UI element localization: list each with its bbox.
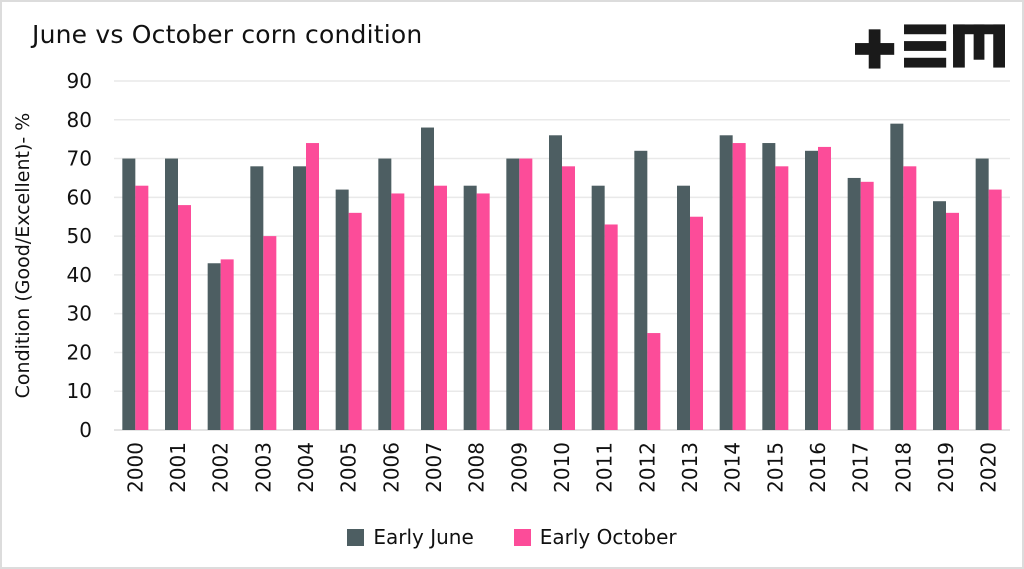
- x-tick-label: 2018: [891, 442, 915, 493]
- bar-early-october-2003: [263, 236, 277, 430]
- bar-early-june-2009: [506, 158, 520, 431]
- bar-early-october-2016: [818, 146, 831, 430]
- x-tick-label: 2007: [422, 442, 446, 493]
- bar-early-october-2020: [988, 189, 1002, 430]
- x-tick-label: 2012: [635, 442, 659, 493]
- bar-early-june-2011: [591, 185, 605, 430]
- bar-early-june-2013: [677, 185, 690, 430]
- bar-early-june-2002: [207, 263, 221, 430]
- y-tick-label: 20: [67, 340, 92, 364]
- bar-early-october-2009: [519, 158, 533, 431]
- bar-early-october-2019: [946, 212, 959, 430]
- bar-early-october-2018: [903, 166, 917, 431]
- x-tick-label: 2003: [251, 442, 275, 493]
- bar-early-october-2000: [135, 185, 149, 430]
- x-tick-label: 2017: [849, 442, 873, 493]
- bar-early-october-2014: [732, 143, 746, 431]
- y-tick-label: 0: [79, 418, 92, 442]
- bar-early-june-2015: [762, 143, 776, 431]
- bar-early-october-2005: [348, 212, 362, 430]
- y-tick-label: 50: [67, 224, 92, 248]
- bar-early-october-2007: [434, 185, 447, 430]
- x-tick-label: 2020: [977, 442, 1001, 493]
- chart-legend: Early June Early October: [2, 525, 1022, 549]
- early-october-label: Early October: [539, 525, 677, 549]
- x-tick-label: 2001: [166, 442, 190, 493]
- x-tick-label: 2005: [337, 442, 361, 493]
- x-tick-label: 2011: [593, 442, 617, 493]
- bar-early-june-2014: [719, 135, 733, 431]
- x-tick-label: 2002: [209, 442, 233, 493]
- x-tick-label: 2008: [465, 442, 489, 493]
- y-tick-label: 80: [67, 108, 92, 132]
- bar-early-october-2004: [306, 143, 319, 431]
- x-tick-label: 2000: [123, 442, 147, 493]
- bar-early-june-2016: [805, 150, 818, 431]
- legend-item-early-october: Early October: [513, 525, 677, 549]
- bar-early-october-2002: [220, 259, 234, 430]
- bar-early-october-2010: [562, 166, 575, 431]
- chart-title: June vs October corn condition: [32, 20, 423, 49]
- y-tick-label: 70: [67, 147, 92, 171]
- x-tick-label: 2013: [678, 442, 702, 493]
- bar-early-june-2020: [975, 158, 989, 431]
- bar-early-october-2011: [604, 224, 618, 430]
- bar-early-june-2003: [250, 166, 264, 431]
- bar-early-october-2006: [391, 193, 405, 430]
- x-tick-label: 2004: [294, 442, 318, 493]
- x-tick-label: 2009: [507, 442, 531, 493]
- x-tick-label: 2010: [550, 442, 574, 493]
- y-axis-title: Condition (Good/Excellent)- %: [12, 113, 34, 399]
- early-june-swatch: [347, 528, 365, 546]
- m-glyph-icon: [953, 24, 1005, 68]
- bar-early-june-2008: [463, 185, 477, 430]
- y-tick-label: 60: [67, 185, 92, 209]
- bar-early-october-2008: [476, 193, 490, 430]
- bar-early-june-2017: [847, 177, 861, 430]
- early-october-swatch: [513, 528, 531, 546]
- bar-early-october-2001: [178, 205, 191, 430]
- x-tick-label: 2015: [763, 442, 787, 493]
- bar-early-october-2013: [690, 216, 703, 430]
- x-tick-label: 2019: [934, 442, 958, 493]
- bar-early-june-2004: [293, 166, 306, 431]
- y-tick-label: 30: [67, 302, 92, 326]
- bar-early-june-2006: [378, 158, 392, 431]
- bar-early-june-2001: [165, 158, 178, 431]
- bar-early-june-2018: [890, 123, 904, 431]
- bar-early-october-2015: [775, 166, 789, 431]
- bar-early-june-2010: [549, 135, 562, 431]
- y-tick-label: 90: [67, 69, 92, 93]
- x-tick-label: 2006: [379, 442, 403, 493]
- bar-early-june-2000: [122, 158, 136, 431]
- triple-bar-icon: [904, 24, 947, 68]
- plus-icon: [855, 29, 895, 69]
- x-tick-label: 2014: [721, 442, 745, 493]
- bar-early-october-2012: [647, 333, 661, 430]
- x-tick-label: 2016: [806, 442, 830, 493]
- bar-early-june-2012: [634, 150, 648, 431]
- bar-early-june-2007: [421, 127, 434, 431]
- y-tick-label: 10: [67, 379, 92, 403]
- early-june-label: Early June: [373, 525, 474, 549]
- legend-item-early-june: Early June: [347, 525, 474, 549]
- bar-early-june-2005: [335, 189, 349, 430]
- bar-early-june-2019: [933, 201, 946, 430]
- y-tick-label: 40: [67, 263, 92, 287]
- bar-early-october-2017: [860, 181, 874, 430]
- tem-logo: [855, 24, 1005, 69]
